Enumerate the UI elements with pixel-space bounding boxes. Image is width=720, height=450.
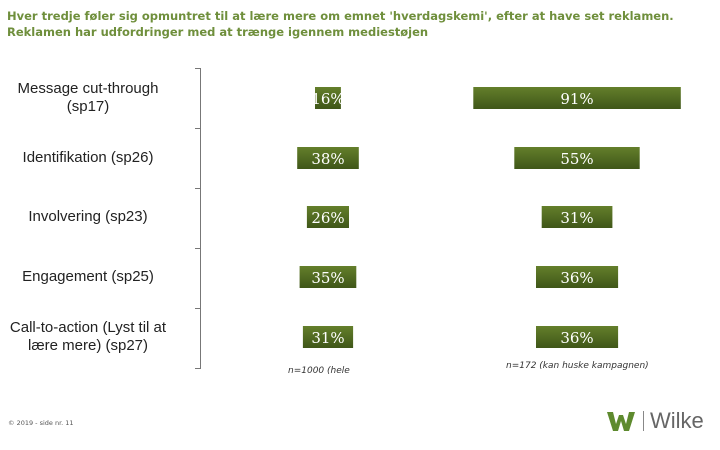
category-label: Engagement (sp25) [0,268,188,286]
bar-value-label: 91% [560,90,593,108]
axis-tick [195,368,201,369]
bar-s2-1 [473,87,681,109]
title-line-1: Hver tredje føler sig opmuntret til at l… [7,9,674,23]
title-line-2: Reklamen har udfordringer med at trænge … [7,25,429,39]
footer-text: © 2019 - side nr. 11 [8,419,74,427]
category-label-line: (sp17) [66,98,110,115]
axis-tick [195,308,201,309]
category-label: Message cut-through (sp17) [0,80,188,116]
wilke-logo: Wilke [607,408,704,434]
bar-value-label: 35% [311,269,344,287]
legend-series-1: n=1000 (hele [288,366,350,376]
bar-value-label: 38% [311,150,344,168]
legend-series-2: n=172 (kan huske kampagnen) [506,361,649,371]
bar-value-label: 55% [560,150,593,168]
axis-tick [195,68,201,69]
axis-tick [195,188,201,189]
category-label-line: lære mere) (sp27) [27,337,149,354]
bar-value-label: 26% [311,209,344,227]
bar-s1-3 [306,206,349,228]
bar-s1-5 [302,326,354,348]
wilke-mark-icon [607,412,635,431]
bar-value-label: 31% [311,329,344,347]
bar-value-label: 36% [560,269,593,287]
category-label-line: Involvering (sp23) [28,208,148,225]
category-label: Call-to-action (Lyst til at lære mere) (s… [0,319,188,355]
logo-separator [643,411,644,431]
bar-s1-4 [299,266,357,288]
axis-tick [195,128,201,129]
bar-value-label: 31% [560,209,593,227]
category-label-line: Engagement (sp25) [22,268,154,285]
bar-s2-2 [514,147,640,169]
logo-text: Wilke [650,408,704,433]
bar-s2-5 [536,326,619,348]
category-label: Identifikation (sp26) [0,149,188,167]
bar-value-label: 36% [560,329,593,347]
bar-s2-3 [541,206,613,228]
page-title: Hver tredje føler sig opmuntret til at l… [7,8,707,40]
category-label-line: Call-to-action (Lyst til at [9,319,167,336]
bar-s2-4 [536,266,619,288]
bar-s1-1 [315,87,341,109]
category-label-line: Identifikation (sp26) [22,149,154,166]
category-label-line: Message cut-through [17,80,159,97]
category-label: Involvering (sp23) [0,208,188,226]
bar-value-label: 16% [311,90,344,108]
axis-tick [195,248,201,249]
category-axis [200,68,201,368]
bar-s1-2 [297,147,359,169]
